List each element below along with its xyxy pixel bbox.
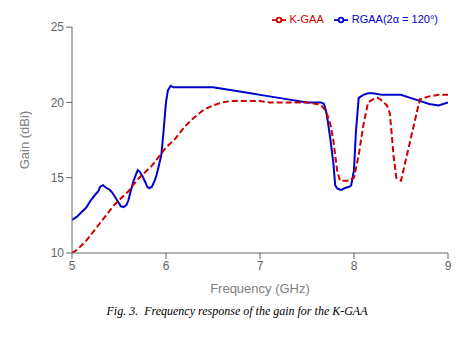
svg-text:8: 8 xyxy=(351,259,358,273)
svg-text:Frequency (GHz): Frequency (GHz) xyxy=(210,281,310,296)
svg-text:15: 15 xyxy=(51,171,65,185)
html-text:RGAA(2α = 120°): RGAA(2α = 120°) xyxy=(351,13,438,25)
svg-text:Gain (dBi): Gain (dBi) xyxy=(17,111,32,170)
svg-text:6: 6 xyxy=(163,259,170,273)
html-text:Fig. 3. Frequency response of: Fig. 3. Frequency response of the gain f… xyxy=(106,304,368,318)
svg-text:7: 7 xyxy=(257,259,264,273)
svg-text:10: 10 xyxy=(51,246,65,260)
svg-text:9: 9 xyxy=(445,259,452,273)
svg-text:20: 20 xyxy=(51,96,65,110)
html-text:K-GAA: K-GAA xyxy=(289,13,324,25)
svg-text:25: 25 xyxy=(51,20,65,34)
svg-text:5: 5 xyxy=(69,259,76,273)
